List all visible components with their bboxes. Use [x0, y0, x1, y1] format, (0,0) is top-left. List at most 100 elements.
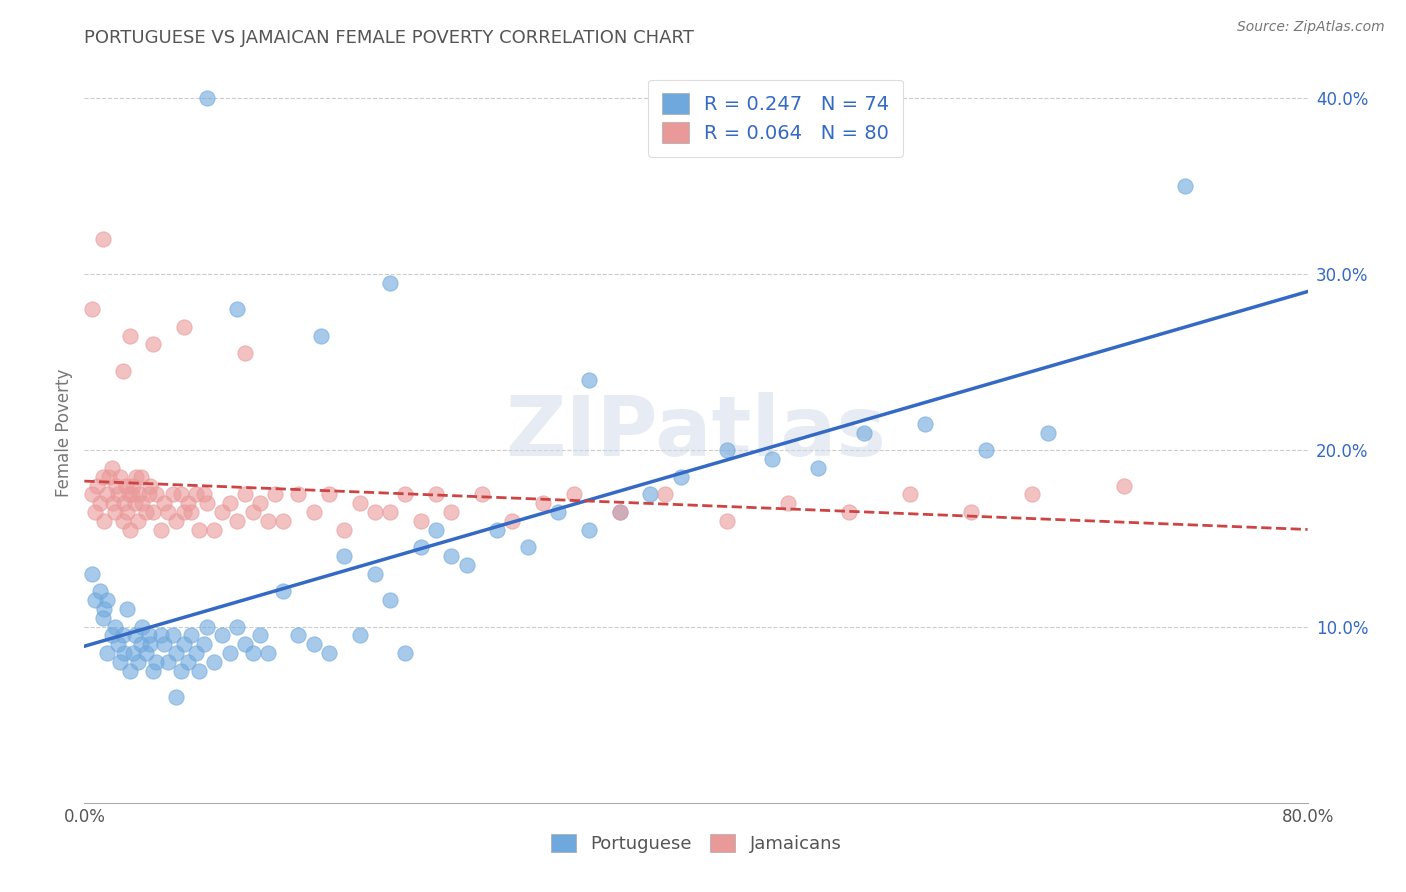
- Point: [107, 487, 129, 501]
- Point: [654, 487, 676, 501]
- Point: [271, 584, 294, 599]
- Point: [153, 637, 176, 651]
- Point: [91, 610, 114, 624]
- Point: [287, 487, 309, 501]
- Point: [101, 461, 124, 475]
- Point: [162, 628, 184, 642]
- Point: [89, 584, 111, 599]
- Point: [96, 646, 118, 660]
- Point: [93, 514, 115, 528]
- Point: [242, 505, 264, 519]
- Point: [157, 505, 180, 519]
- Point: [516, 540, 538, 554]
- Point: [91, 232, 114, 246]
- Point: [120, 664, 142, 678]
- Point: [716, 514, 738, 528]
- Point: [104, 505, 127, 519]
- Point: [111, 364, 134, 378]
- Point: [125, 469, 148, 483]
- Point: [80, 487, 103, 501]
- Point: [380, 593, 402, 607]
- Point: [127, 655, 149, 669]
- Point: [127, 514, 149, 528]
- Point: [440, 505, 463, 519]
- Point: [440, 549, 463, 563]
- Point: [609, 505, 631, 519]
- Point: [914, 417, 936, 431]
- Point: [195, 496, 218, 510]
- Point: [173, 505, 195, 519]
- Point: [111, 628, 134, 642]
- Point: [162, 487, 184, 501]
- Point: [333, 549, 356, 563]
- Point: [218, 496, 240, 510]
- Text: Source: ZipAtlas.com: Source: ZipAtlas.com: [1237, 20, 1385, 34]
- Point: [486, 523, 509, 537]
- Point: [86, 478, 108, 492]
- Point: [89, 496, 111, 510]
- Point: [142, 505, 165, 519]
- Point: [177, 655, 200, 669]
- Point: [302, 505, 325, 519]
- Point: [149, 523, 172, 537]
- Point: [264, 487, 287, 501]
- Point: [218, 646, 240, 660]
- Point: [129, 469, 152, 483]
- Point: [122, 646, 145, 660]
- Point: [578, 373, 600, 387]
- Point: [271, 514, 294, 528]
- Point: [180, 505, 202, 519]
- Point: [108, 655, 131, 669]
- Point: [96, 593, 118, 607]
- Point: [318, 646, 340, 660]
- Point: [139, 637, 162, 651]
- Point: [170, 487, 193, 501]
- Point: [145, 487, 167, 501]
- Point: [120, 523, 142, 537]
- Point: [145, 655, 167, 669]
- Point: [257, 646, 280, 660]
- Point: [124, 496, 146, 510]
- Point: [114, 478, 136, 492]
- Point: [233, 346, 256, 360]
- Point: [531, 496, 554, 510]
- Point: [211, 505, 233, 519]
- Point: [165, 690, 187, 704]
- Point: [170, 664, 193, 678]
- Point: [157, 655, 180, 669]
- Y-axis label: Female Poverty: Female Poverty: [55, 368, 73, 497]
- Point: [226, 302, 249, 317]
- Point: [242, 646, 264, 660]
- Point: [226, 514, 249, 528]
- Point: [409, 540, 432, 554]
- Point: [112, 496, 135, 510]
- Point: [960, 505, 983, 519]
- Point: [578, 523, 600, 537]
- Point: [287, 628, 309, 642]
- Point: [364, 505, 387, 519]
- Point: [394, 487, 416, 501]
- Point: [184, 487, 207, 501]
- Point: [138, 487, 160, 501]
- Point: [349, 496, 371, 510]
- Point: [101, 628, 124, 642]
- Point: [139, 478, 162, 492]
- Point: [188, 523, 211, 537]
- Point: [226, 619, 249, 633]
- Point: [211, 628, 233, 642]
- Point: [638, 487, 661, 501]
- Point: [233, 637, 256, 651]
- Point: [349, 628, 371, 642]
- Point: [165, 514, 187, 528]
- Point: [1021, 487, 1043, 501]
- Point: [104, 619, 127, 633]
- Point: [177, 496, 200, 510]
- Point: [91, 469, 114, 483]
- Point: [1114, 478, 1136, 492]
- Point: [153, 496, 176, 510]
- Point: [853, 425, 876, 440]
- Point: [249, 496, 271, 510]
- Point: [105, 478, 128, 492]
- Point: [173, 637, 195, 651]
- Point: [609, 505, 631, 519]
